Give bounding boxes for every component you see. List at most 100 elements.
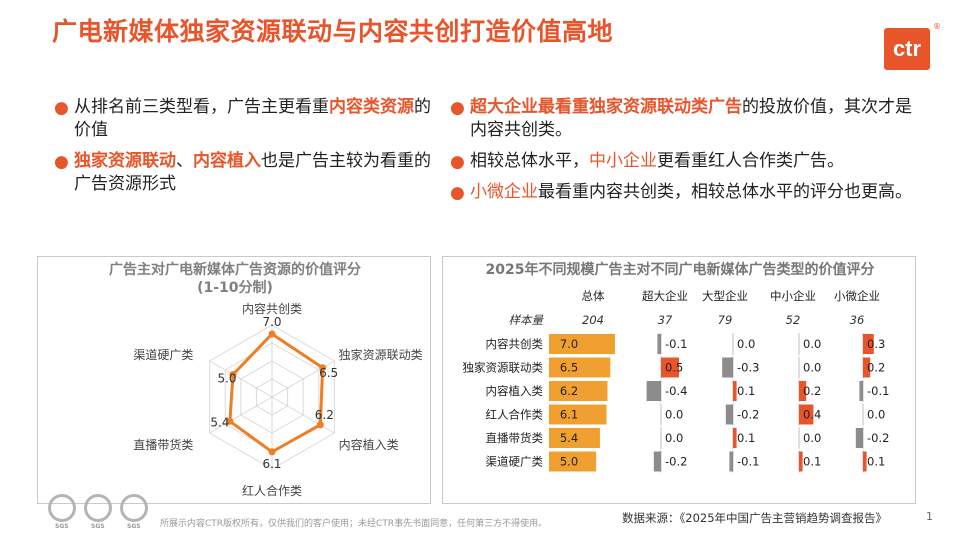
diff-value-label: 0.5 bbox=[665, 361, 683, 375]
sample-size-value: 52 bbox=[786, 313, 801, 327]
diff-value-label: -0.1 bbox=[867, 384, 889, 398]
overall-bar bbox=[549, 404, 607, 425]
bullets-left: ● 从排名前三类型看，广告主更看重内容类资源的价值 ● 独家资源联动、内容植入也是广告… bbox=[52, 96, 432, 204]
diff-bar bbox=[799, 404, 814, 425]
diff-value-label: -0.2 bbox=[867, 431, 889, 445]
radar-category-label: 内容共创类 bbox=[242, 301, 302, 316]
radar-value-label: 7.0 bbox=[262, 315, 281, 329]
diff-value-label: -0.1 bbox=[665, 337, 687, 351]
diff-value-label: -0.2 bbox=[737, 408, 759, 422]
table-row-label: 直播带货类 bbox=[486, 431, 544, 445]
overall-bar bbox=[549, 357, 611, 378]
diff-value-label: 0.3 bbox=[867, 337, 885, 351]
radar-point bbox=[268, 330, 276, 338]
diff-value-label: 0.2 bbox=[867, 361, 885, 375]
diff-bar bbox=[729, 451, 733, 472]
table-row-label: 红人合作类 bbox=[486, 408, 544, 422]
radar-category-label: 独家资源联动类 bbox=[339, 347, 423, 362]
copyright-footer: 所展示内容CTR版权所有，仅供我们的客户使用；未经CTR事先书面同意，任何第三方… bbox=[160, 519, 548, 529]
radar-point bbox=[229, 371, 237, 378]
diff-value-label: 0.4 bbox=[803, 408, 821, 422]
radar-chart: 7.0 6.5 6.2 6.1 5.4 5.0 内容共创类独家资源联动类内容植入类红人合作类… bbox=[133, 301, 423, 498]
diff-value-label: 0.1 bbox=[737, 431, 755, 445]
diff-bar bbox=[799, 451, 803, 472]
diff-bar bbox=[855, 428, 863, 448]
radar-chart-subtitle: (1-10分制) bbox=[197, 280, 273, 296]
bullet-text: 的价值 bbox=[74, 97, 431, 140]
table-chart-title: 2025年不同规模广告主对不同广电新媒体广告类型的价值评分 bbox=[485, 262, 875, 278]
overall-bar bbox=[549, 381, 608, 401]
bullet-item: ● 小微企业最看重内容共创类，相较总体水平的评分也更高。 bbox=[448, 181, 918, 204]
radar-spoke bbox=[209, 360, 273, 398]
diff-value-label: 0.2 bbox=[803, 384, 821, 398]
page-title: 广电新媒体独家资源联动与内容共创打造价值高地 bbox=[52, 17, 614, 46]
bullet-text: 最看重内容共创类，相较总体水平的评分也更高。 bbox=[538, 182, 912, 202]
diff-bar bbox=[863, 451, 867, 472]
table-row-label: 内容共创类 bbox=[486, 337, 544, 351]
radar-category-label: 红人合作类 bbox=[242, 483, 302, 498]
diff-bar bbox=[733, 428, 737, 448]
diff-value-label: 0.0 bbox=[803, 431, 821, 445]
diff-bar bbox=[799, 381, 807, 401]
bullet-item: ● 相较总体水平，中小企业更看重红人合作类广告。 bbox=[448, 150, 918, 173]
bullet-text: 、 bbox=[176, 151, 193, 171]
diff-bar bbox=[661, 357, 679, 378]
sample-size-value: 37 bbox=[658, 313, 673, 327]
radar-category-label: 直播带货类 bbox=[133, 437, 193, 452]
table-column-header: 中小企业 bbox=[770, 289, 816, 303]
bullet-text: 的投放价值，其次才是内容共创类。 bbox=[470, 97, 912, 140]
radar-value-label: 6.2 bbox=[315, 408, 334, 422]
table-row-label: 内容植入类 bbox=[486, 384, 544, 398]
radar-value-label: 5.0 bbox=[217, 372, 236, 386]
diff-bar bbox=[863, 357, 871, 378]
diff-bar bbox=[859, 381, 863, 401]
overall-value-label: 6.5 bbox=[560, 361, 578, 375]
radar-chart-title: 广告主对广电新媒体广告资源的价值评分 bbox=[109, 262, 361, 278]
diff-bar bbox=[733, 381, 737, 401]
table-column-header: 大型企业 bbox=[702, 289, 748, 303]
sgs-badge-icon: SGS bbox=[48, 494, 76, 530]
ctr-logo: ctr bbox=[884, 28, 930, 70]
highlight-text: 超大企业最看重独家资源联动类广告 bbox=[470, 97, 742, 117]
bullet-item: ● 从排名前三类型看，广告主更看重内容类资源的价值 bbox=[52, 96, 432, 142]
bullet-dot-icon: ● bbox=[54, 152, 69, 172]
diff-value-label: -0.3 bbox=[737, 361, 759, 375]
page-number: 1 bbox=[926, 510, 933, 523]
score-table-panel: 2025年不同规模广告主对不同广电新媒体广告类型的价值评分 总体 超大企业 大型企业… bbox=[442, 256, 916, 504]
bullet-item: ● 超大企业最看重独家资源联动类广告的投放价值，其次才是内容共创类。 bbox=[448, 96, 918, 142]
radar-spoke bbox=[209, 396, 273, 434]
highlight-text: 内容类资源 bbox=[329, 97, 414, 117]
diff-bar bbox=[722, 357, 733, 378]
registered-mark: ® bbox=[933, 22, 941, 31]
diff-value-label: 0.1 bbox=[737, 384, 755, 398]
sample-size-value: 204 bbox=[582, 313, 604, 327]
overall-value-label: 6.1 bbox=[560, 408, 578, 422]
table-row-label: 独家资源联动类 bbox=[463, 361, 544, 375]
radar-chart-panel: 广告主对广电新媒体广告资源的价值评分 (1-10分制) 7.0 6.5 6.2 6.1… bbox=[37, 256, 431, 504]
sgs-badge-icon: SGS bbox=[84, 494, 112, 530]
diff-value-label: 0.0 bbox=[665, 431, 683, 445]
diff-value-label: 0.0 bbox=[867, 408, 885, 422]
bullet-dot-icon: ● bbox=[450, 98, 465, 118]
bullet-dot-icon: ● bbox=[450, 183, 465, 203]
overall-value-label: 7.0 bbox=[560, 337, 578, 351]
sgs-badge-icon: SGS bbox=[120, 494, 148, 530]
sample-size-value: 79 bbox=[718, 313, 733, 327]
highlight-text: 中小企业 bbox=[589, 151, 657, 171]
overall-bar bbox=[549, 428, 600, 448]
diff-bar bbox=[657, 334, 661, 354]
diff-bar bbox=[725, 404, 733, 425]
bullet-dot-icon: ● bbox=[450, 152, 465, 172]
diff-value-label: 0.0 bbox=[737, 337, 755, 351]
diff-bar bbox=[646, 381, 661, 401]
diff-value-label: 0.0 bbox=[803, 337, 821, 351]
overall-value-label: 5.0 bbox=[560, 455, 578, 469]
radar-spoke bbox=[271, 396, 335, 434]
radar-value-label: 6.5 bbox=[319, 366, 338, 380]
highlight-text: 独家资源联动 bbox=[74, 151, 176, 171]
radar-category-label: 内容植入类 bbox=[339, 437, 399, 452]
overall-value-label: 6.2 bbox=[560, 384, 578, 398]
radar-value-label: 5.4 bbox=[210, 415, 229, 429]
radar-point bbox=[319, 364, 327, 372]
